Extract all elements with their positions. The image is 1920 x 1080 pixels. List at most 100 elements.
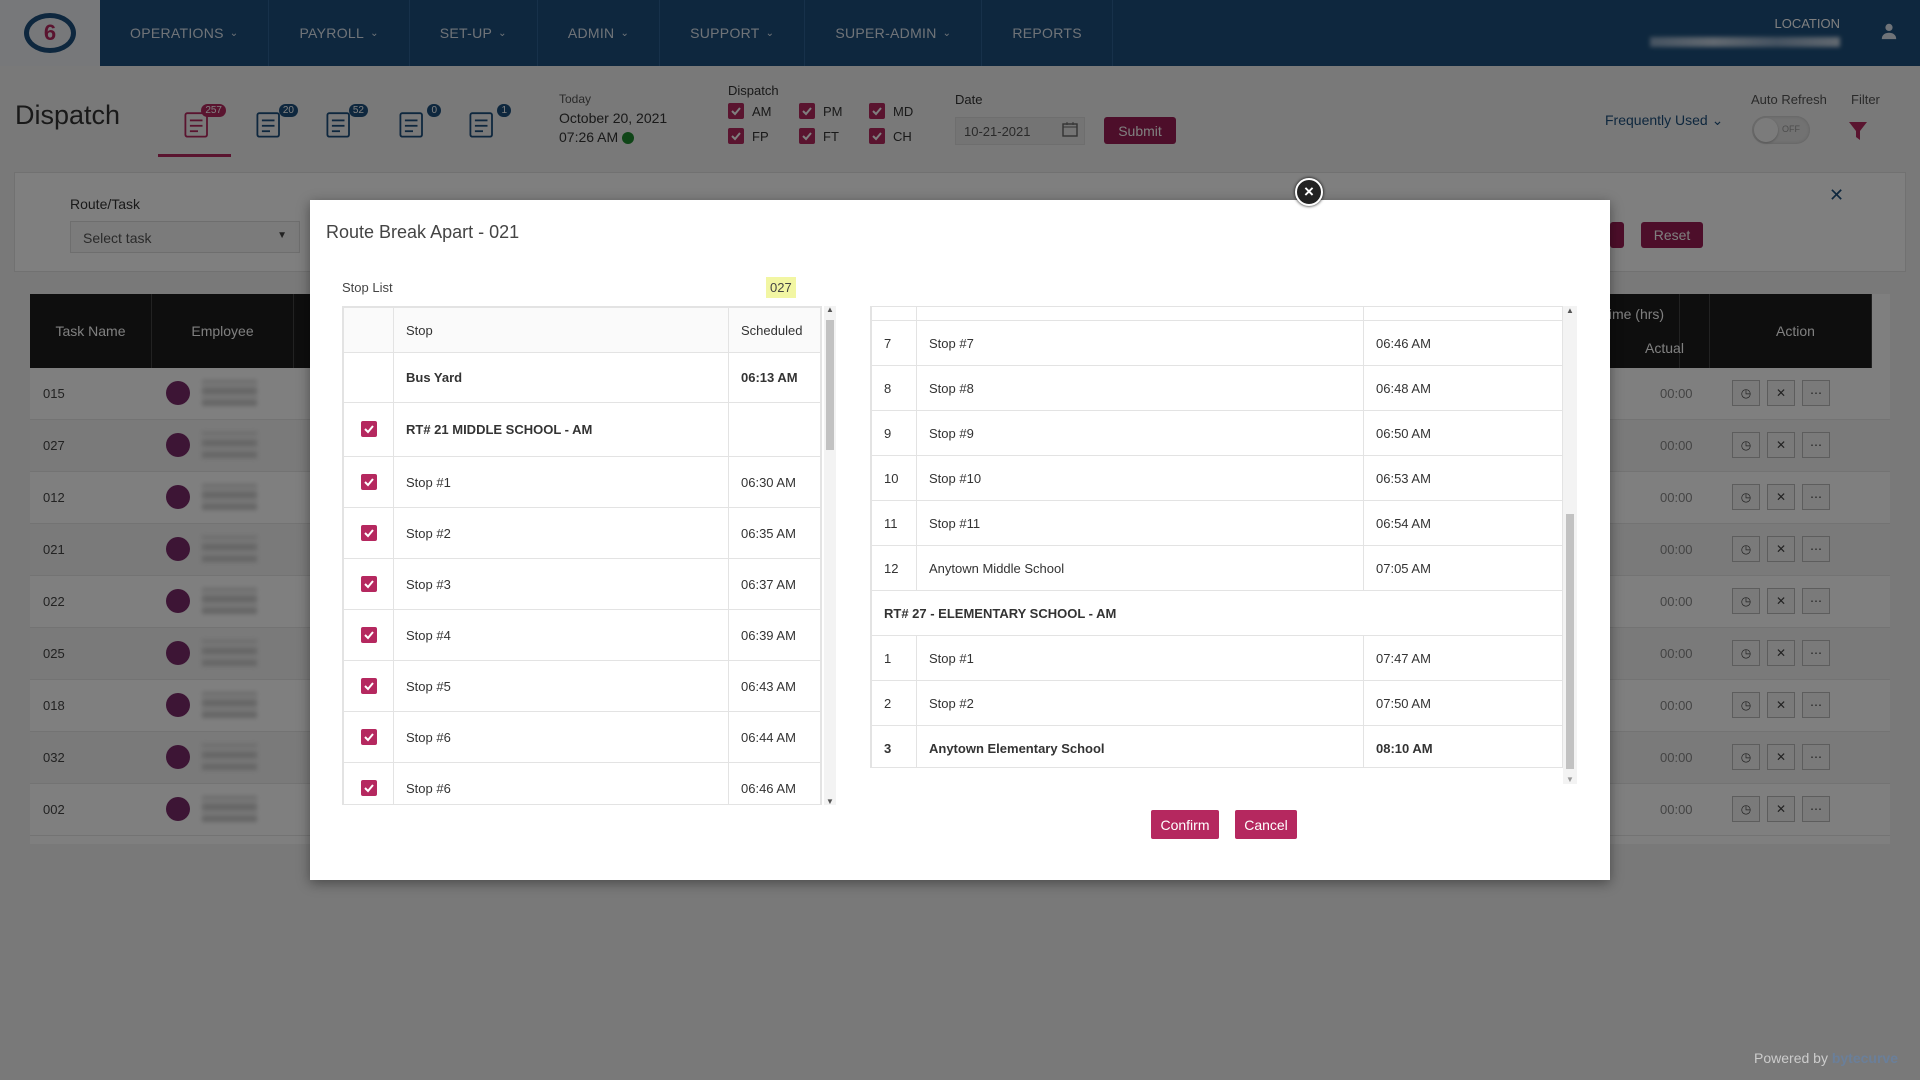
- stop-row[interactable]: Stop #3 06:37 AM: [343, 558, 821, 610]
- stop-list-label: Stop List: [342, 280, 393, 295]
- target-route-scrollbar[interactable]: ▲ ▼: [1563, 306, 1577, 784]
- stop-row[interactable]: Stop #5 06:43 AM: [343, 660, 821, 712]
- stop-name-cell: Stop #7: [916, 320, 1364, 366]
- scheduled-time-cell: 06:39 AM: [728, 609, 821, 661]
- checkbox-checked-icon[interactable]: [360, 421, 377, 437]
- stop-name-cell: Stop #1: [916, 635, 1364, 681]
- scheduled-time-cell: 07:47 AM: [1363, 635, 1562, 681]
- stop-select-cell[interactable]: [343, 507, 394, 559]
- checkbox-checked-icon[interactable]: [360, 677, 377, 694]
- stop-row: 12 Anytown Middle School 07:05 AM: [871, 545, 1562, 591]
- stop-number-cell: 8: [871, 365, 917, 411]
- checkbox-checked-icon[interactable]: [360, 524, 377, 541]
- stop-name-cell: Stop #1: [393, 456, 729, 508]
- scroll-thumb[interactable]: [1566, 514, 1574, 769]
- stop-list-scrollbar[interactable]: ▲ ▼: [824, 305, 836, 806]
- scheduled-time-cell: 06:30 AM: [728, 456, 821, 508]
- stop-row: 11 Stop #11 06:54 AM: [871, 500, 1562, 546]
- stop-select-cell[interactable]: [343, 456, 394, 508]
- hidden-row-cell: [1363, 307, 1562, 321]
- modal-title: Route Break Apart - 021: [326, 222, 520, 242]
- stop-row: 2 Stop #2 07:50 AM: [871, 680, 1562, 726]
- checkbox-checked-icon[interactable]: [360, 779, 377, 796]
- scroll-thumb[interactable]: [826, 320, 834, 450]
- stop-row[interactable]: Stop #6 06:44 AM: [343, 711, 821, 763]
- stop-name-cell: Stop #3: [393, 558, 729, 610]
- stop-select-cell[interactable]: [343, 660, 394, 712]
- stop-row: 1 Stop #1 07:47 AM: [871, 635, 1562, 681]
- scheduled-time-cell: 06:46 AM: [1363, 320, 1562, 366]
- footer: Powered by bytecurve: [0, 1040, 1920, 1080]
- stop-number-cell: 9: [871, 410, 917, 456]
- stop-row[interactable]: Stop #2 06:35 AM: [343, 507, 821, 559]
- cancel-button[interactable]: Cancel: [1235, 810, 1297, 839]
- target-route-table: 7 Stop #7 06:46 AM 8 Stop #8 06:48 AM 9 Stop #9…: [870, 306, 1563, 768]
- scheduled-time-cell: 06:54 AM: [1363, 500, 1562, 546]
- hidden-row-cell: [871, 307, 917, 321]
- stop-number-cell: 3: [871, 725, 917, 767]
- scheduled-time-cell: 06:35 AM: [728, 507, 821, 559]
- scheduled-time-cell: 06:53 AM: [1363, 455, 1562, 501]
- stop-row: 9 Stop #9 06:50 AM: [871, 410, 1562, 456]
- powered-by-label: Powered by: [1754, 1050, 1828, 1066]
- checkbox-checked-icon[interactable]: [360, 575, 377, 592]
- scheduled-column-header: Scheduled: [728, 307, 821, 353]
- route-break-apart-modal: Route Break Apart - 021 Stop List 027 St…: [310, 200, 1610, 880]
- stop-name-cell: RT# 21 MIDDLE SCHOOL - AM: [393, 402, 729, 457]
- stop-name-cell: Stop #9: [916, 410, 1364, 456]
- checkbox-checked-icon[interactable]: [360, 626, 377, 643]
- stop-row[interactable]: Stop #6 06:46 AM: [343, 762, 821, 804]
- scheduled-time-cell: 06:43 AM: [728, 660, 821, 712]
- stop-select-cell[interactable]: [343, 402, 394, 457]
- stop-select-cell[interactable]: [343, 762, 394, 804]
- stop-select-cell[interactable]: [343, 609, 394, 661]
- scheduled-time-cell: 06:13 AM: [728, 352, 821, 403]
- stop-name-cell: Stop #10: [916, 455, 1364, 501]
- stop-select-cell[interactable]: [343, 711, 394, 763]
- stop-number-cell: 1: [871, 635, 917, 681]
- scroll-up-icon[interactable]: ▲: [826, 305, 834, 314]
- stop-row: 8 Stop #8 06:48 AM: [871, 365, 1562, 411]
- confirm-button[interactable]: Confirm: [1151, 810, 1219, 839]
- checkbox-checked-icon[interactable]: [360, 728, 377, 745]
- stop-row: 7 Stop #7 06:46 AM: [871, 320, 1562, 366]
- stop-row: 3 Anytown Elementary School 08:10 AM: [871, 725, 1562, 767]
- scheduled-time-cell: 06:44 AM: [728, 711, 821, 763]
- stop-row[interactable]: Stop #4 06:39 AM: [343, 609, 821, 661]
- stop-row[interactable]: Bus Yard 06:13 AM: [343, 352, 821, 403]
- scheduled-time-cell: 06:50 AM: [1363, 410, 1562, 456]
- stop-name-cell: Stop #11: [916, 500, 1364, 546]
- stop-number-cell: 11: [871, 500, 917, 546]
- checkbox-checked-icon[interactable]: [360, 473, 377, 490]
- stop-name-cell: Stop #5: [393, 660, 729, 712]
- stop-number-cell: 10: [871, 455, 917, 501]
- stop-number-cell: 12: [871, 545, 917, 591]
- stop-row[interactable]: Stop #1 06:30 AM: [343, 456, 821, 508]
- stop-select-cell[interactable]: [343, 352, 394, 403]
- hidden-row-cell: [916, 307, 1364, 321]
- stop-row: 10 Stop #10 06:53 AM: [871, 455, 1562, 501]
- stop-name-cell: Stop #4: [393, 609, 729, 661]
- stop-name-cell: Stop #8: [916, 365, 1364, 411]
- stop-number-cell: 7: [871, 320, 917, 366]
- modal-close-icon[interactable]: ×: [1295, 178, 1323, 206]
- stop-name-cell: Anytown Middle School: [916, 545, 1364, 591]
- stop-row[interactable]: RT# 21 MIDDLE SCHOOL - AM: [343, 402, 821, 457]
- stop-name-cell: Stop #6: [393, 762, 729, 804]
- stop-name-cell: Stop #6: [393, 711, 729, 763]
- scroll-down-icon[interactable]: ▼: [1566, 775, 1574, 784]
- scheduled-time-cell: 06:46 AM: [728, 762, 821, 804]
- scroll-up-icon[interactable]: ▲: [1566, 306, 1574, 315]
- stop-name-cell: Stop #2: [916, 680, 1364, 726]
- scheduled-time-cell: 07:50 AM: [1363, 680, 1562, 726]
- stop-number-cell: 2: [871, 680, 917, 726]
- brand-logo: bytecurve: [1831, 1050, 1898, 1066]
- scroll-down-icon[interactable]: ▼: [826, 797, 834, 806]
- select-column-header: [343, 307, 394, 353]
- stop-name-cell: Anytown Elementary School: [916, 725, 1364, 767]
- route-section-row: RT# 27 - ELEMENTARY SCHOOL - AM: [871, 590, 1562, 636]
- scheduled-time-cell: 06:37 AM: [728, 558, 821, 610]
- scheduled-time-cell: 06:48 AM: [1363, 365, 1562, 411]
- route-section-title: RT# 27 - ELEMENTARY SCHOOL - AM: [871, 590, 1562, 636]
- stop-select-cell[interactable]: [343, 558, 394, 610]
